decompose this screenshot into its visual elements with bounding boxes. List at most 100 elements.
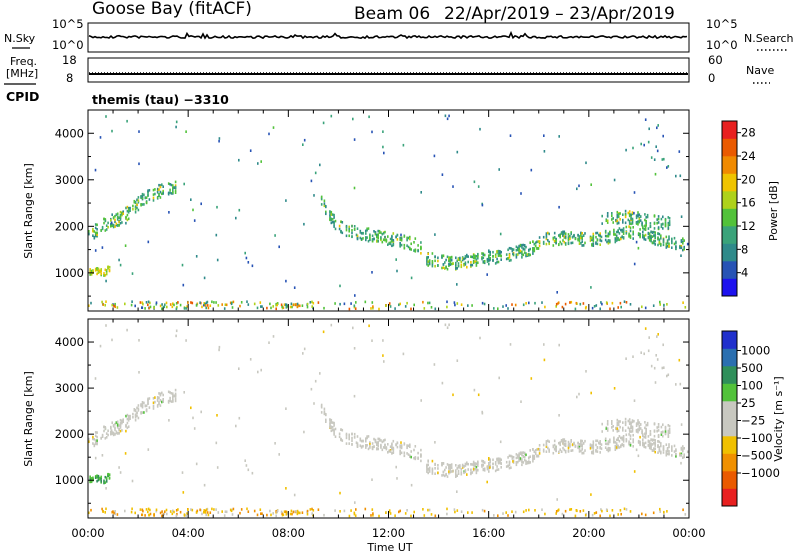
power-cell [615,236,618,240]
velocity-cell [615,442,618,445]
colorbar-tick-label: 25 [741,396,756,410]
power-cell [134,205,137,208]
velocity-cell [266,513,268,517]
power-cell [536,246,538,250]
velocity-cell [577,441,579,445]
power-cell [389,305,392,308]
power-cell [99,269,101,273]
power-cell [280,303,283,307]
velocity-cell [505,511,507,514]
power-cell [519,251,522,254]
power-cell [657,217,660,221]
velocity-cell [519,458,522,462]
velocity-cell [648,446,651,450]
power-cell [517,253,519,256]
velocity-cell [311,507,313,511]
power-cell [389,237,392,241]
power-cell [473,180,476,184]
power-cell [409,246,411,250]
y-tick-label: 3000 [55,173,84,187]
power-cell [131,272,134,275]
power-cell [293,286,296,289]
power-cell [351,231,353,235]
velocity-cell [683,447,685,450]
power-cell [638,220,641,224]
power-cell [118,220,120,224]
velocity-cell [508,466,511,470]
velocity-cell [116,432,119,435]
velocity-cell [571,449,574,452]
velocity-cell [137,407,140,410]
power-cell [391,239,393,243]
power-cell [641,305,643,309]
velocity-cell [427,463,429,467]
velocity-cell [376,441,378,444]
velocity-cell [353,394,356,398]
velocity-cell [391,447,393,451]
power-cell [141,196,144,200]
power-cell [116,306,119,309]
velocity-cell [650,442,652,446]
velocity-cell [244,459,246,462]
power-cell [94,223,97,226]
power-cell [183,182,185,186]
velocity-cell [413,448,415,452]
power-cell [125,215,127,219]
power-cell [96,233,98,236]
velocity-cell [533,457,536,460]
velocity-cell [591,450,593,454]
power-cell [616,216,619,219]
velocity-cell [518,459,520,462]
power-cell [627,211,630,215]
velocity-cell [671,446,673,450]
power-cell [563,240,566,244]
velocity-cell [660,444,662,448]
colorbar-tick-label: 28 [741,126,756,140]
power-cell [526,253,529,256]
power-cell [497,252,500,256]
velocity-cell [101,435,104,438]
power-cell [616,219,619,223]
power-cell [521,243,523,247]
power-cell [489,253,491,256]
velocity-cell [449,466,452,470]
power-cell [455,256,457,260]
power-cell [471,255,474,259]
power-cell [134,208,137,211]
velocity-cell [368,324,370,328]
power-cell [132,204,134,208]
power-cell [518,251,520,255]
power-cell [644,218,646,222]
power-cell [567,237,570,240]
power-cell [385,240,388,243]
velocity-cell [409,443,411,447]
velocity-cell [141,403,144,406]
power-cell [396,238,399,241]
velocity-cell [229,508,232,512]
power-cell [515,248,518,252]
power-cell [126,205,129,209]
velocity-cell [168,419,170,422]
power-cell [488,256,490,259]
power-cell [247,261,250,264]
velocity-cell [618,439,621,443]
power-cell [232,300,235,304]
power-cell [156,189,159,193]
power-cell [396,269,398,273]
power-cell [649,222,652,225]
velocity-cell [662,451,665,454]
power-cell [616,213,619,217]
power-cell [249,149,252,152]
power-cell [431,252,434,255]
velocity-cell [653,449,655,452]
velocity-cell [580,439,582,443]
power-cell [331,220,334,224]
velocity-cell [517,456,519,459]
power-cell [112,216,115,219]
velocity-cell [606,448,608,451]
velocity-cell [567,446,570,450]
velocity-cell [580,441,582,445]
power-cell [329,218,331,221]
velocity-cell [156,404,159,407]
velocity-cell [652,511,655,515]
